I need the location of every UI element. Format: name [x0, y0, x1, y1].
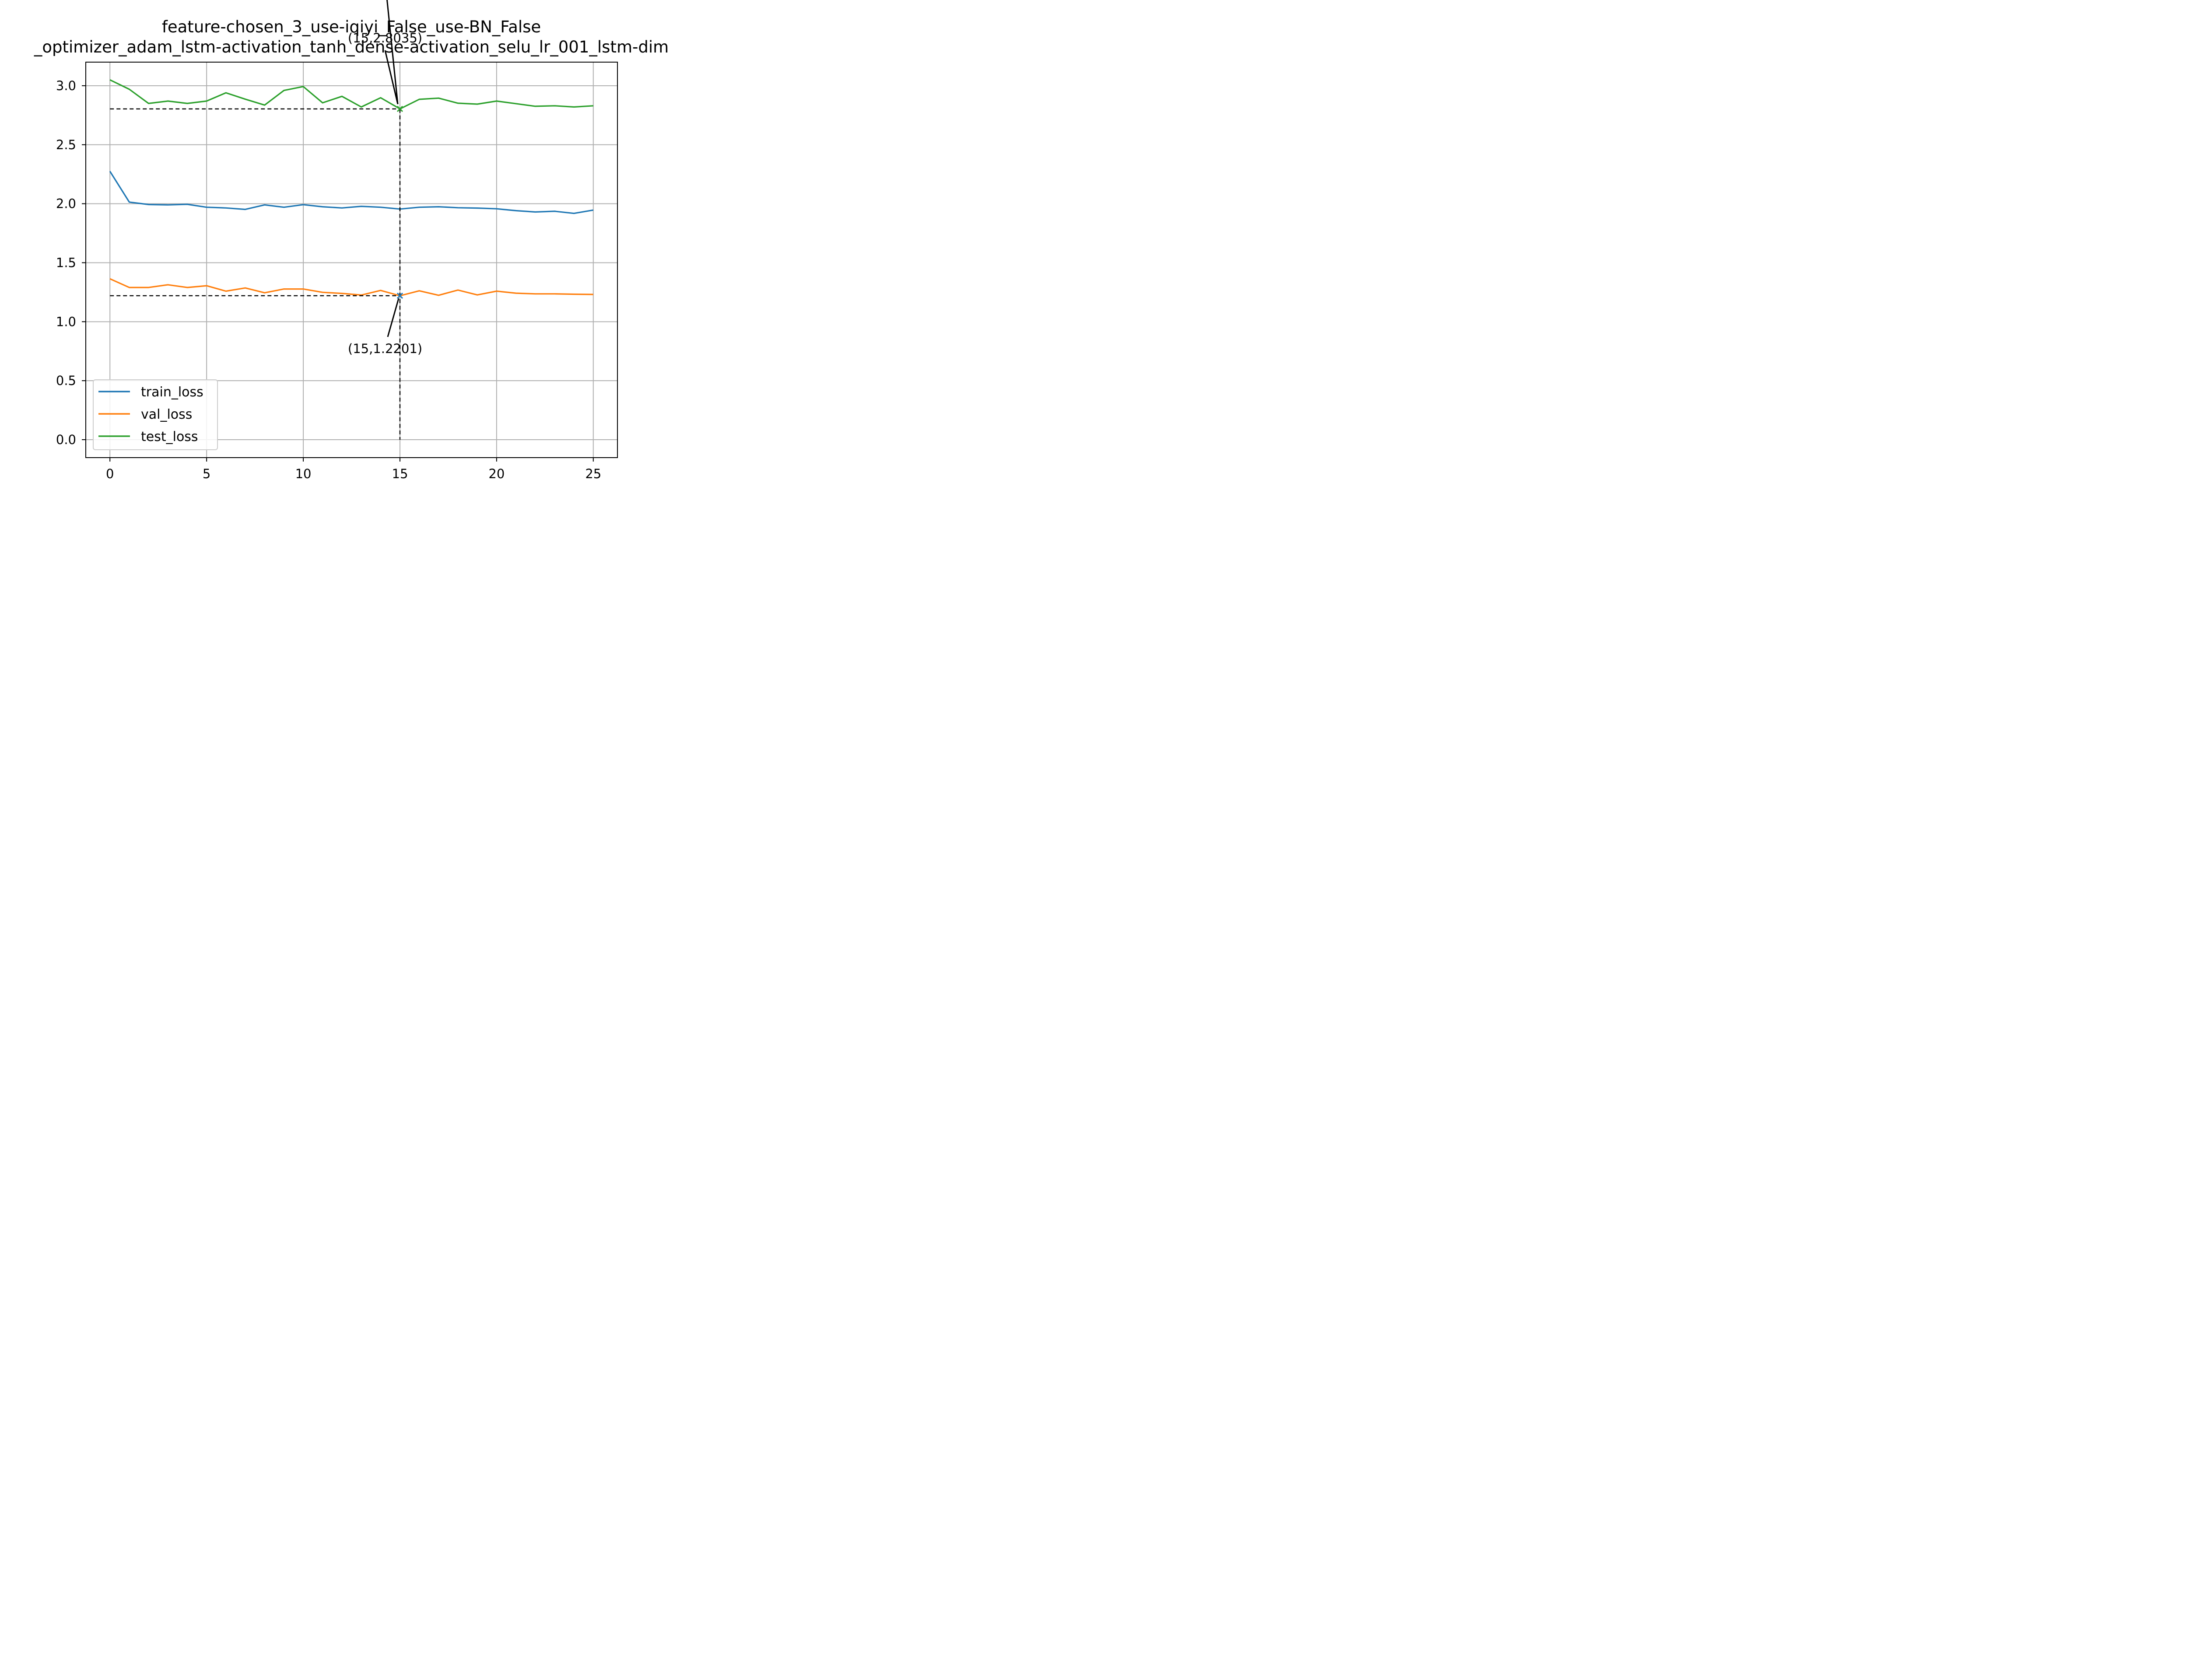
legend: train_loss val_loss test_loss — [93, 379, 218, 450]
tick-layer: 0 5 10 15 20 25 0.0 0.5 1.0 1.5 2.0 2.5 3.0 — [56, 78, 601, 481]
annotation-marker — [396, 292, 403, 299]
legend-label-test_loss: test_loss — [141, 429, 198, 444]
series-line-val_loss — [109, 278, 593, 297]
series-line-test_loss — [109, 79, 593, 110]
y-tick-label: 3.0 — [56, 78, 76, 93]
y-tick-label: 2.5 — [56, 137, 76, 152]
legend-label-val_loss: val_loss — [141, 407, 192, 422]
x-tick-label: 10 — [295, 466, 312, 481]
legend-label-train_loss: train_loss — [141, 385, 203, 400]
chart-title-line-1: feature-chosen_3_use-iqiyi_False_use-BN_… — [162, 18, 541, 36]
chart-title-line-2: _optimizer_adam_lstm-activation_tanh_den… — [34, 38, 669, 56]
x-tick-label: 5 — [203, 466, 210, 481]
x-tick-label: 0 — [106, 466, 114, 481]
annotation-label: (15,1.2201) — [348, 341, 422, 356]
y-tick-label: 1.5 — [56, 255, 76, 270]
series-layer — [109, 79, 594, 297]
annotation-arrow — [387, 298, 400, 337]
annotation-arrow — [386, 0, 399, 105]
x-tick-label: 25 — [585, 466, 601, 481]
legend-box — [93, 379, 218, 450]
y-tick-label: 0.5 — [56, 373, 76, 388]
plot-frame — [85, 62, 618, 458]
x-tick-label: 20 — [488, 466, 505, 481]
loss-chart: feature-chosen_3_use-iqiyi_False_use-BN_… — [0, 0, 686, 514]
annotation-marker — [396, 105, 403, 112]
annotation-layer: (15,2.8035) (15,1.2201) — [110, 0, 422, 440]
y-tick-label: 0.0 — [56, 432, 76, 447]
x-tick-label: 15 — [392, 466, 408, 481]
annotation-arrow — [384, 50, 399, 105]
series-line-train_loss — [109, 171, 594, 214]
annotation-label: (15,2.8035) — [348, 31, 422, 46]
y-tick-label: 1.0 — [56, 314, 76, 329]
y-tick-label: 2.0 — [56, 196, 76, 211]
